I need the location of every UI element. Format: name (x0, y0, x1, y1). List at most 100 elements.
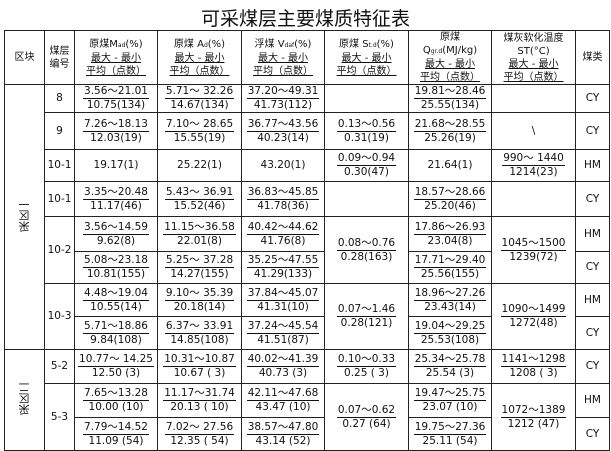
a-range: 5.25～ 37.28 (164, 254, 235, 268)
q-range: 18.96～27.26 (413, 286, 487, 301)
s-fraction: 0.07～1.46 0.28(121) (336, 303, 397, 330)
coal-type-cell: HM (575, 283, 610, 317)
s-cell: 0.07～0.62 0.27 (64) (324, 383, 409, 451)
a-cell: 10.31～10.87 10.67 ( 3) (157, 349, 242, 384)
q-cell: 19.04～29.25 25.53(108) (408, 316, 492, 350)
q-cell: 21.68～28.55 25.26(19) (408, 112, 492, 150)
v-range: 37.20～49.31 (246, 85, 320, 99)
a-cell: 5.43～ 36.91 15.52(46) (157, 181, 242, 217)
m-range: 5.71～18.86 (83, 319, 149, 334)
a-range: 11.17～31.74 (163, 387, 236, 401)
a-cell: 7.02～ 27.56 12.35 ( 54) (157, 417, 242, 451)
a-fraction: 6.37～ 33.91 14.85(108) (164, 320, 235, 347)
s-fraction: 0.07～0.62 0.27 (64) (336, 403, 397, 431)
st-average: 1212 (47) (507, 417, 560, 430)
coal-quality-table: 区块 煤层编号 原煤Mad(%) 最大 - 最小 平均（点数） 原煤 Ad(%) 最大… (4, 30, 610, 451)
m-range: 3.56～14.59 (83, 220, 149, 235)
q-cell: 25.34～25.78 25.54 (3) (408, 349, 492, 384)
m-fraction: 7.26～18.13 12.03(19) (83, 118, 149, 145)
a-average: 14.85(108) (170, 333, 229, 346)
q-cell: 19.75～27.36 25.11 (54) (408, 417, 492, 451)
a-average: 14.67(134) (170, 99, 229, 111)
s-range: 0.09～0.94 (336, 152, 397, 166)
m-fraction: 7.79～14.52 11.09 (54) (83, 421, 149, 448)
st-fraction: 1090～1499 1272(48) (500, 303, 567, 330)
q-average: 25.53(108) (420, 333, 480, 346)
v-average: 43.14 (52) (255, 434, 311, 447)
a-cell: 11.17～31.74 20.13 ( 10) (157, 383, 242, 418)
v-cell: 42.11～47.68 43.47 (10) (241, 383, 325, 418)
a-fraction: 11.17～31.74 20.13 ( 10) (163, 387, 236, 414)
m-average: 10.00 (10) (88, 401, 144, 413)
a-average: 22.01(8) (177, 234, 222, 247)
v-fraction: 38.57～47.80 43.14 (52) (246, 421, 320, 448)
m-fraction: 3.35～20.48 11.17(46) (83, 186, 149, 213)
a-cell: 9.10～ 35.39 20.18(14) (157, 283, 242, 317)
s-cell: 0.09～0.94 0.30(47) (324, 149, 409, 182)
m-average: 9.62(8) (96, 234, 136, 247)
seam-cell: 10-1 (44, 149, 75, 182)
st-range: 990～ 1440 (502, 152, 565, 166)
s-fraction: 0.10～0.33 0.25 ( 3) (336, 353, 397, 380)
v-range: 37.24～45.54 (246, 319, 320, 334)
a-cell: 7.10～ 28.65 15.55(19) (157, 112, 242, 150)
st-cell: 1045～1500 1239(72) (491, 216, 576, 284)
s-average: 0.31(19) (344, 131, 389, 144)
a-range: 5.71～ 32.26 (164, 85, 235, 99)
v-cell: 40.02～41.39 40.73 (3) (241, 349, 325, 384)
v-average: 41.51(87) (257, 333, 309, 346)
st-range: 1141～1298 (500, 353, 567, 367)
s-fraction: 0.09～0.94 0.30(47) (336, 152, 397, 179)
table-row: 10-3 4.48～19.04 10.55(14) 9.10～ 35.39 20.18(… (5, 283, 610, 350)
st-cell: 1141～1298 1208 ( 3) (491, 349, 576, 384)
a-average: 20.13 ( 10) (170, 401, 229, 413)
m-range: 3.56～21.01 (83, 85, 149, 99)
m-range: 5.08～23.18 (83, 254, 149, 268)
m-average: 10.81(155) (86, 268, 146, 280)
v-cell: 40.42～44.62 41.76(8) (241, 216, 325, 252)
a-range: 11.15～36.58 (163, 220, 236, 235)
v-range: 40.42～44.62 (246, 220, 320, 235)
st-fraction: 1141～1298 1208 ( 3) (500, 353, 567, 380)
v-fraction: 35.25～47.55 41.29(133) (246, 254, 320, 281)
v-cell: 38.57～47.80 43.14 (52) (241, 417, 325, 451)
q-range: 19.04～29.25 (413, 319, 487, 334)
m-average: 12.50 (3) (91, 367, 141, 379)
q-fraction: 19.81～28.46 25.55(134) (413, 85, 487, 112)
a-fraction: 7.10～ 28.65 15.55(19) (164, 117, 235, 145)
coal-type-cell: CY (575, 112, 610, 150)
q-range: 19.75～27.36 (413, 420, 487, 435)
m-fraction: 7.65～13.28 10.00 (10) (83, 387, 149, 414)
q-fraction: 25.34～25.78 25.54 (3) (413, 353, 487, 380)
m-fraction: 5.08～23.18 10.81(155) (83, 254, 149, 281)
s-average: 0.30(47) (344, 166, 389, 178)
q-fraction: 21.68～28.55 25.26(19) (413, 118, 487, 145)
v-fraction: 36.83～45.85 41.78(36) (246, 186, 320, 213)
a-fraction: 9.10～ 35.39 20.18(14) (164, 287, 235, 314)
table-row: 10-1 19.17(1) 25.22(1) 43.20(1) 0.09～0.94 0.3… (5, 149, 610, 182)
q-cell: 19.47～25.75 23.07 (10) (408, 383, 492, 418)
st-fraction: 1045～1500 1239(72) (500, 237, 567, 264)
st-cell: 990～ 1440 1214(23) (491, 149, 576, 182)
table-row: 10-1 3.35～20.48 11.17(46) 5.43～ 36.91 15.52(… (5, 181, 610, 217)
a-range: 7.10～ 28.65 (164, 117, 235, 132)
q-average: 25.11 (54) (422, 434, 478, 447)
s-range: 0.07～0.62 (336, 403, 397, 418)
st-range: 1090～1499 (500, 303, 567, 317)
v-fraction: 37.84～45.07 41.31(10) (246, 287, 320, 314)
a-average: 10.67 ( 3) (173, 367, 226, 379)
s-average: 0.25 ( 3) (344, 367, 389, 379)
m-fraction: 5.71～18.86 9.84(108) (83, 320, 149, 347)
m-average: 12.03(19) (90, 131, 142, 144)
q-range: 25.34～25.78 (413, 353, 487, 367)
q-fraction: 19.04～29.25 25.53(108) (413, 319, 487, 347)
table-row: 采区二 5-2 10.77～ 14.25 12.50 (3) 10.31～10.87 10… (4, 349, 610, 451)
s-average: 0.28(121) (340, 317, 393, 329)
v-average: 40.23(14) (257, 131, 309, 144)
st-cell (491, 181, 576, 217)
seam-cell: 10-2 (44, 216, 75, 284)
q-fraction: 17.71～29.40 25.56(155) (413, 254, 487, 281)
m-cell: 3.56～21.01 10.75(134) (74, 84, 158, 113)
m-cell: 7.65～13.28 10.00 (10) (74, 383, 158, 418)
st-average: 1208 ( 3) (509, 367, 558, 379)
